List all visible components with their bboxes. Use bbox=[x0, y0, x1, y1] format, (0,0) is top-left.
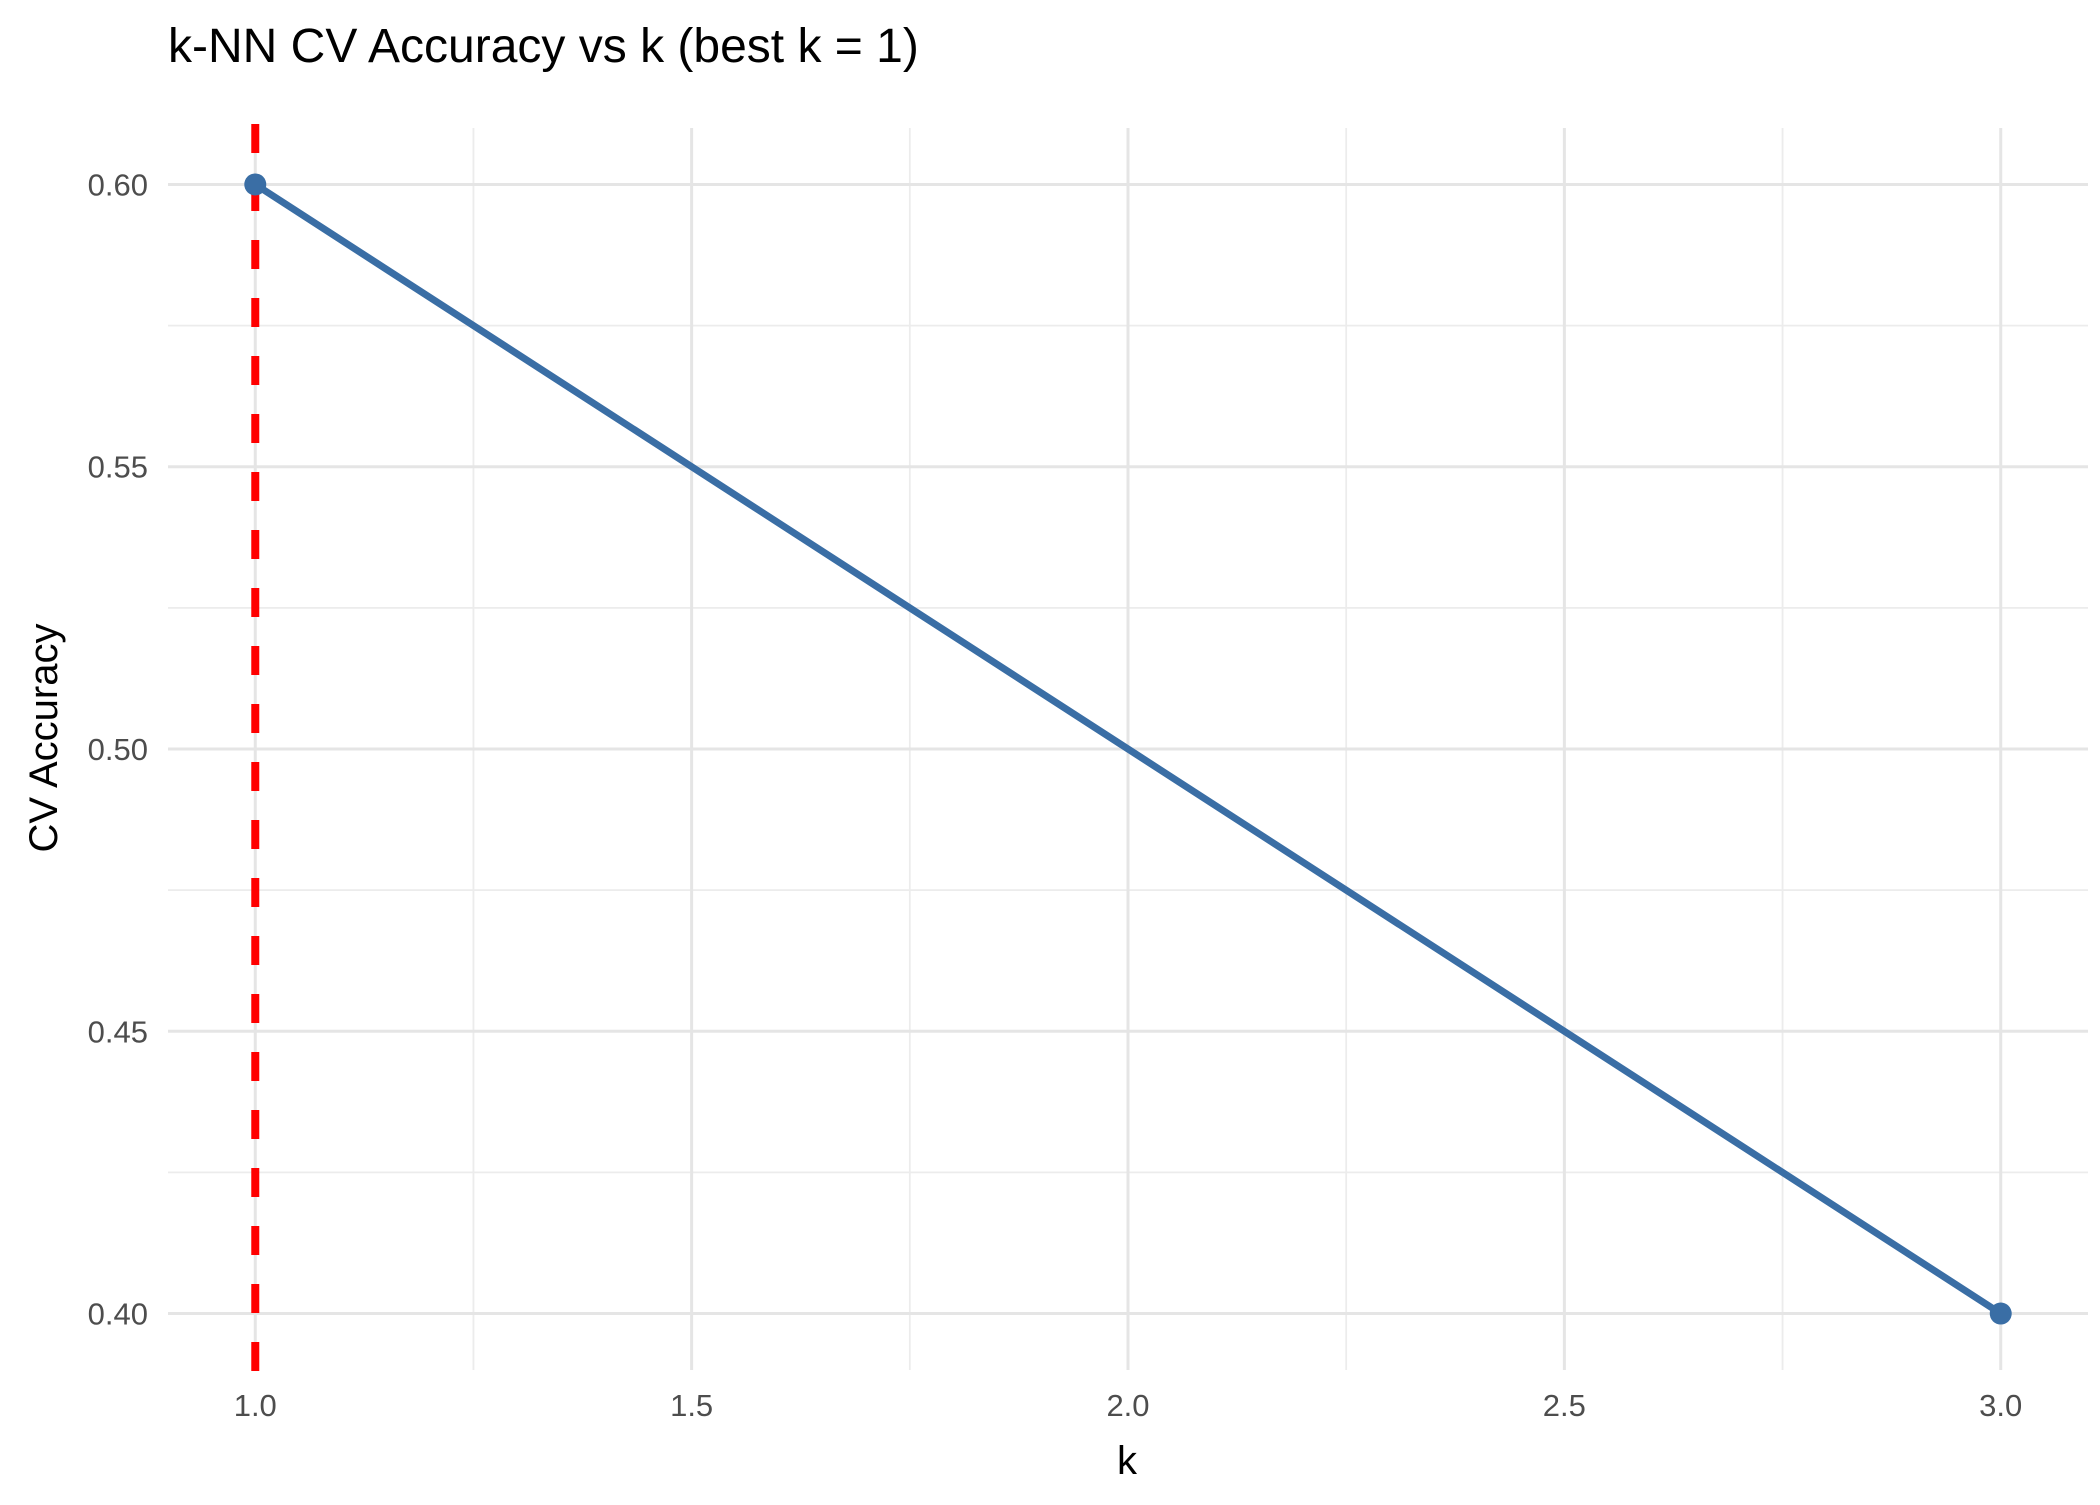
series-line bbox=[251, 180, 2005, 1318]
x-axis-title: k bbox=[1117, 1439, 1138, 1483]
series bbox=[244, 173, 2012, 1325]
y-tick-label: 0.40 bbox=[88, 1297, 148, 1332]
x-tick-label: 1.5 bbox=[670, 1388, 713, 1423]
tick-labels: 1.0 1.5 2.0 2.5 3.0 0.40 0.45 0.50 0.55 0.60 bbox=[88, 167, 2023, 1423]
x-tick-label: 3.0 bbox=[1979, 1388, 2022, 1423]
data-point bbox=[1989, 1302, 2012, 1325]
x-tick-label: 2.5 bbox=[1543, 1388, 1586, 1423]
y-tick-label: 0.45 bbox=[88, 1014, 148, 1049]
grid bbox=[168, 128, 2088, 1370]
y-tick-label: 0.55 bbox=[88, 450, 148, 485]
y-axis-title: CV Accuracy bbox=[22, 624, 66, 853]
y-tick-label: 0.50 bbox=[88, 732, 148, 767]
data-point bbox=[244, 173, 267, 196]
x-tick-label: 1.0 bbox=[234, 1388, 277, 1423]
chart-title: k-NN CV Accuracy vs k (best k = 1) bbox=[168, 20, 919, 73]
x-tick-label: 2.0 bbox=[1106, 1388, 1149, 1423]
y-tick-label: 0.60 bbox=[88, 167, 148, 202]
